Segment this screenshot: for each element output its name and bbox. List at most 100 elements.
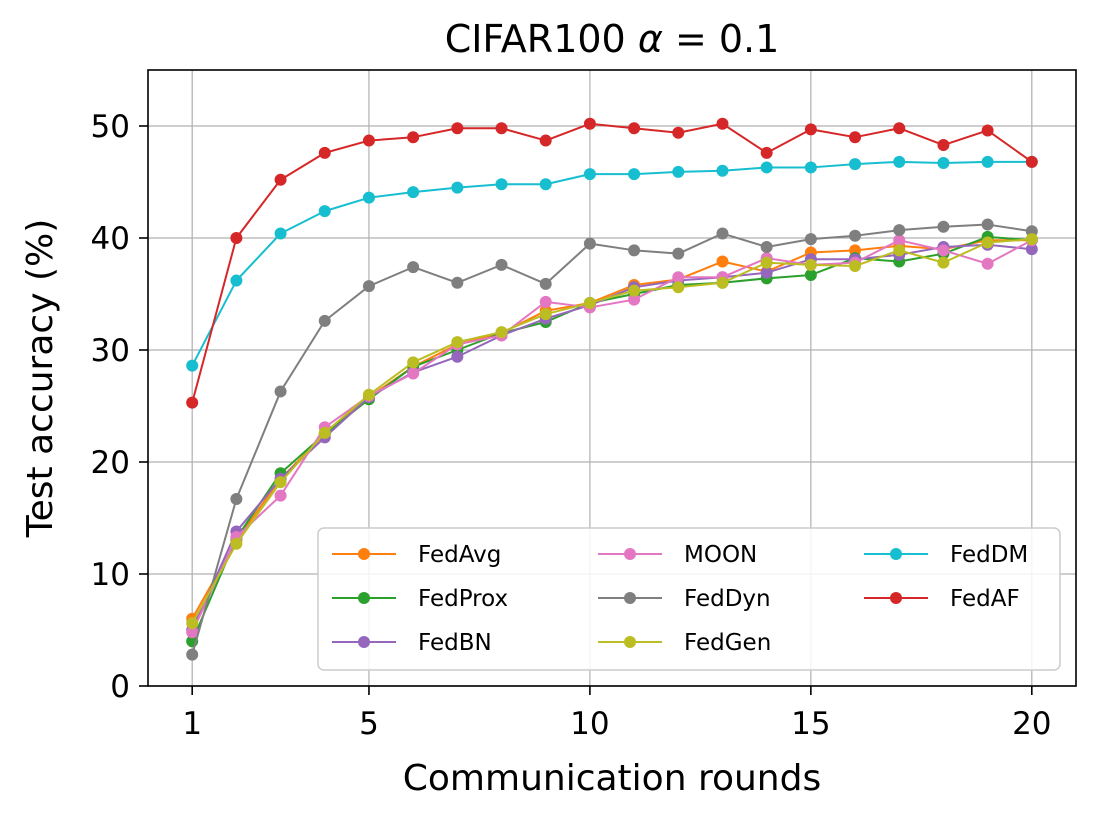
y-tick-label: 50 [91, 109, 130, 145]
data-point-feddyn [362, 280, 375, 293]
data-point-fedaf [804, 123, 817, 136]
data-point-moon [274, 489, 287, 502]
x-tick-label: 5 [359, 706, 379, 742]
data-point-fedaf [274, 173, 287, 186]
data-point-fedaf [760, 146, 773, 159]
data-point-fedaf [716, 117, 729, 130]
data-point-fedaf [451, 122, 464, 135]
legend-marker [358, 592, 370, 604]
series-fedgen [186, 233, 1038, 630]
data-point-moon [186, 626, 199, 639]
data-point-feddyn [407, 261, 420, 274]
legend-label: FedProx [418, 586, 508, 612]
x-axis-label: Communication rounds [403, 758, 821, 799]
data-point-feddm [362, 191, 375, 204]
series-line-feddm [191, 160, 1032, 367]
data-point-feddm [937, 156, 950, 169]
data-point-fedaf [1025, 155, 1038, 168]
legend-item-fedprox: FedProx [332, 586, 508, 612]
data-point-feddyn [628, 244, 641, 257]
y-tick-label: 10 [91, 557, 130, 593]
data-point-feddm [981, 155, 994, 168]
data-point-fedaf [583, 117, 596, 130]
legend-label: FedDyn [684, 586, 771, 612]
data-point-feddm [230, 274, 243, 287]
series-line-fedaf [191, 122, 1033, 403]
y-axis-ticks: 0 10 20 30 40 50 [91, 109, 148, 705]
data-point-feddm [804, 161, 817, 174]
data-point-fedbn [451, 350, 464, 363]
data-point-fedgen [230, 537, 243, 550]
data-point-feddm [672, 165, 685, 178]
data-point-feddyn [981, 218, 994, 231]
data-point-feddyn [672, 247, 685, 260]
data-point-feddm [318, 205, 331, 218]
legend-item-fedaf: FedAF [864, 586, 1020, 612]
data-point-feddm [893, 155, 906, 168]
data-point-fedaf [893, 122, 906, 135]
data-point-feddyn [716, 227, 729, 240]
data-point-fedaf [495, 122, 508, 135]
data-point-fedgen [186, 617, 199, 630]
chart-title: CIFAR100 α = 0.1 [445, 17, 780, 61]
data-point-fedavg [716, 255, 729, 268]
data-point-fedgen [672, 281, 685, 294]
legend-item-feddyn: FedDyn [598, 586, 771, 612]
legend-label: FedAF [950, 586, 1020, 612]
data-point-fedaf [230, 232, 243, 244]
data-point-fedgen [628, 284, 641, 297]
series-fedaf [186, 117, 1038, 409]
x-tick-label: 15 [791, 706, 830, 742]
data-point-moon [539, 295, 552, 308]
data-point-fedaf [407, 131, 420, 144]
y-axis-label: Test accuracy (%) [20, 219, 61, 539]
data-point-fedaf [186, 396, 199, 409]
data-point-feddm [495, 178, 508, 191]
plot-frame [147, 69, 1077, 687]
data-point-fedgen [362, 388, 375, 401]
series-layer [186, 117, 1038, 661]
data-point-fedaf [849, 131, 862, 144]
data-point-moon [407, 367, 420, 380]
data-point-fedgen [849, 260, 862, 272]
data-point-feddm [628, 168, 641, 181]
y-tick-label: 30 [91, 333, 130, 369]
data-point-feddm [716, 164, 729, 177]
series-line-feddyn [191, 223, 1032, 655]
legend-marker [358, 636, 370, 648]
data-point-fedaf [672, 126, 685, 139]
data-point-fedbn [1025, 243, 1038, 256]
data-point-fedgen [318, 426, 331, 439]
data-point-feddm [760, 161, 773, 174]
data-point-fedgen [804, 258, 817, 271]
data-point-feddm [407, 186, 420, 199]
x-tick-label: 1 [182, 706, 202, 742]
data-point-feddm [451, 181, 464, 194]
data-point-moon [893, 234, 906, 247]
data-point-fedgen [1025, 233, 1038, 246]
series-line-fedprox [191, 235, 1032, 642]
data-point-feddyn [804, 233, 817, 246]
x-axis-ticks: 1 5 10 15 20 [182, 686, 1052, 742]
legend-frame [317, 527, 1061, 671]
data-point-fedprox [804, 268, 817, 281]
legend-marker [890, 592, 902, 604]
data-point-feddyn [318, 314, 331, 327]
data-point-feddm [849, 158, 862, 171]
data-point-fedgen [981, 236, 994, 249]
legend-label: FedBN [418, 630, 492, 656]
data-point-feddyn [583, 237, 596, 250]
series-line-moon [191, 239, 1033, 633]
x-tick-label: 10 [570, 706, 609, 742]
legend-marker [624, 592, 636, 604]
data-point-feddyn [451, 276, 464, 289]
legend-marker [624, 636, 636, 648]
legend-marker [890, 548, 902, 560]
legend-item-fedavg: FedAvg [332, 542, 501, 568]
data-point-feddm [274, 227, 287, 240]
data-point-feddm [583, 168, 596, 181]
y-tick-label: 40 [91, 221, 130, 257]
data-point-fedaf [628, 122, 641, 135]
data-point-feddyn [760, 240, 773, 253]
